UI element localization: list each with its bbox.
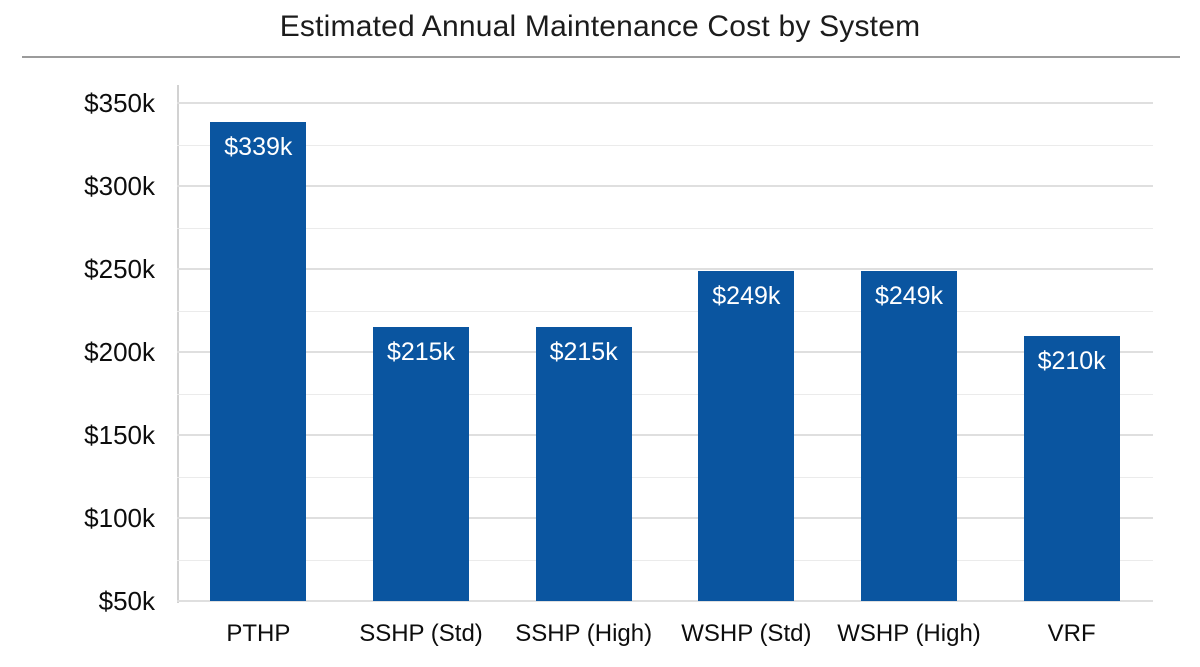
bar-value-label: $249k: [874, 281, 944, 310]
x-category-label: SSHP (High): [515, 620, 653, 647]
chart-title: Estimated Annual Maintenance Cost by Sys…: [279, 10, 921, 43]
y-tick-label: $350k: [84, 88, 155, 119]
bar-WSHP (Std): $249k: [698, 270, 795, 601]
gridline-major: [177, 434, 1153, 437]
x-category-label: WSHP (High): [837, 620, 981, 647]
gridline-major: [177, 268, 1153, 271]
bar-value-label: $215k: [549, 338, 618, 367]
y-tick-label: $200k: [84, 337, 155, 368]
y-tick-label: $250k: [84, 254, 155, 285]
y-tick-label: $300k: [84, 171, 155, 202]
bar-VRF: $210k: [1023, 335, 1120, 601]
bar-WSHP (High): $249k: [861, 270, 957, 601]
x-category-label: PTHP: [226, 620, 291, 647]
y-tick-label: $100k: [84, 503, 155, 534]
gridline-minor: [177, 144, 1153, 146]
bar-value-label: $210k: [1037, 346, 1106, 375]
plot-area: $339k $215k $215k $249k $249k $210k: [177, 85, 1153, 602]
gridline-minor: [177, 310, 1153, 312]
gridline-minor: [177, 559, 1153, 561]
gridline-major: [177, 185, 1153, 188]
bar-PTHP: $339k: [210, 121, 307, 601]
y-tick-label: $150k: [84, 420, 155, 451]
bar-value-label: $215k: [386, 338, 456, 367]
y-axis-line: [177, 85, 179, 603]
gridline-major: [177, 600, 1153, 602]
bar-SSHP (Std): $215k: [373, 327, 469, 601]
x-category-label: VRF: [1047, 620, 1096, 647]
gridline-minor: [177, 476, 1153, 478]
gridline-major: [177, 351, 1153, 354]
title-divider: [22, 56, 1180, 58]
y-tick-label: $50k: [98, 586, 155, 616]
bar-SSHP (High): $215k: [535, 327, 632, 601]
x-category-label: SSHP (Std): [359, 620, 483, 647]
gridline-minor: [177, 393, 1153, 395]
bar-value-label: $339k: [224, 132, 293, 161]
gridline-major: [177, 517, 1153, 520]
x-category-label: WSHP (Std): [681, 620, 812, 647]
bar-value-label: $249k: [712, 281, 781, 310]
gridline-minor: [177, 227, 1153, 229]
gridline-major: [177, 102, 1153, 105]
